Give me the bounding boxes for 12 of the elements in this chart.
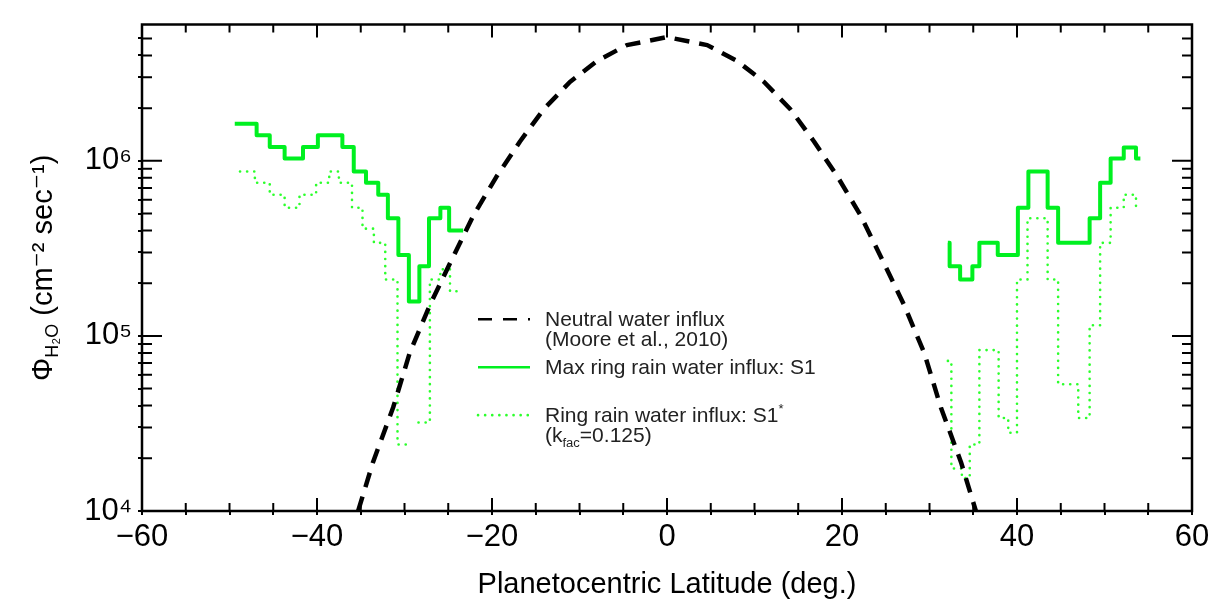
y-tick-label: 10⁶ [84, 141, 132, 177]
y-axis-title: ΦH₂O (cm⁻² sec⁻¹) [26, 154, 63, 381]
legend-label: Max ring rain water influx: S1 [545, 355, 816, 379]
x-tick-label: 60 [1174, 518, 1210, 554]
x-tick-label: 20 [824, 518, 860, 554]
x-tick-label: −20 [465, 518, 519, 554]
y-tick-label: 10⁵ [84, 316, 132, 352]
x-tick-label: −40 [290, 518, 344, 554]
x-tick-label: 0 [658, 518, 676, 554]
legend-label: Neutral water influx (Moore et al., 2010) [545, 307, 729, 351]
x-axis-title: Planetocentric Latitude (deg.) [477, 567, 857, 599]
x-tick-label: 40 [999, 518, 1035, 554]
